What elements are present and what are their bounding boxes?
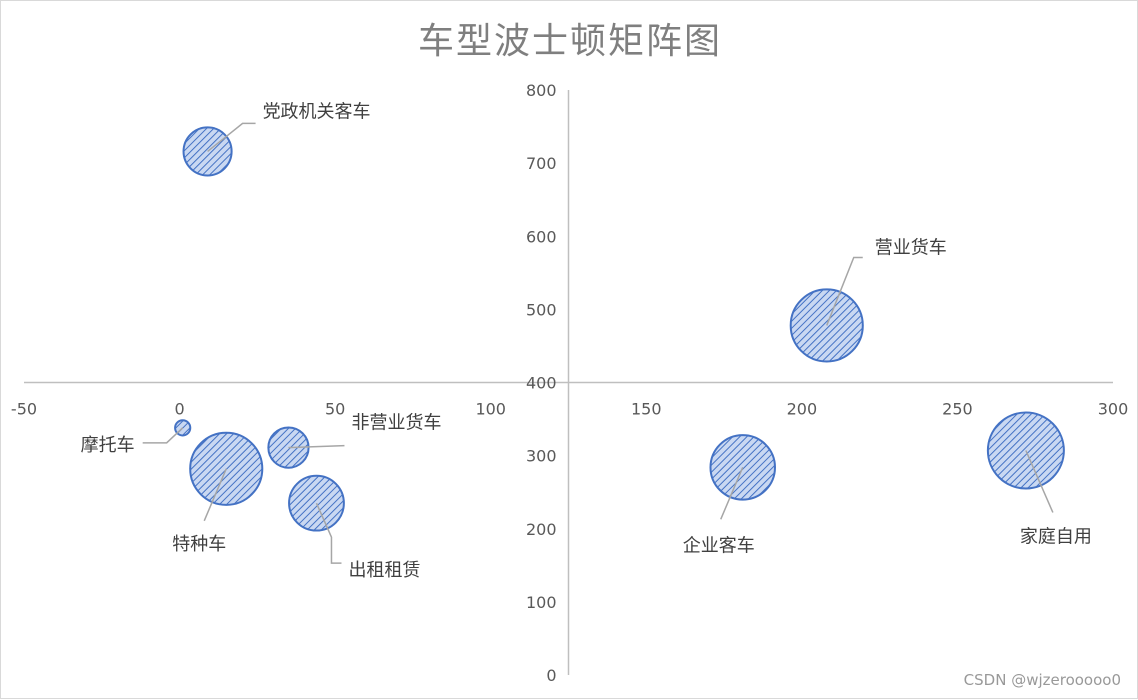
data-label: 出租租赁 <box>348 560 420 581</box>
leader-line <box>288 444 345 449</box>
y-tick-label: 300 <box>526 447 557 466</box>
x-tick-label: 0 <box>174 400 184 419</box>
y-tick-label: 100 <box>526 593 557 612</box>
data-label: 企业客车 <box>683 535 755 556</box>
chart-title: 车型波士顿矩阵图 <box>418 21 722 62</box>
data-label: 特种车 <box>172 534 226 555</box>
leader-line <box>1025 450 1054 513</box>
x-tick-label: -50 <box>11 400 37 419</box>
leader-line <box>203 468 227 522</box>
leader-line <box>142 427 184 444</box>
data-label: 非营业货车 <box>351 413 441 434</box>
x-tick-label: 200 <box>787 400 818 419</box>
y-tick-label: 800 <box>526 81 557 100</box>
x-tick-label: 150 <box>631 400 662 419</box>
y-tick-label: 400 <box>526 374 557 393</box>
x-tick-label: 50 <box>325 400 345 419</box>
y-tick-labels: 0 100 200 300 400 500 600 700 800 <box>526 81 557 685</box>
data-label: 家庭自用 <box>1020 527 1092 548</box>
y-tick-label: 500 <box>526 300 557 319</box>
x-tick-label: 300 <box>1098 400 1129 419</box>
bubbles <box>174 126 1065 532</box>
leader-line <box>826 256 863 326</box>
axes <box>24 90 1113 675</box>
bubble-point <box>189 431 264 506</box>
x-tick-label: 100 <box>475 400 506 419</box>
x-tick-labels: -50 0 50 100 150 200 250 300 <box>11 400 1128 419</box>
y-tick-label: 700 <box>526 154 557 173</box>
watermark: CSDN @wjzerooooo0 <box>964 671 1121 689</box>
y-tick-label: 600 <box>526 227 557 246</box>
bubble-point <box>789 288 864 363</box>
data-label: 党政机关客车 <box>263 101 371 122</box>
x-tick-label: 250 <box>942 400 973 419</box>
leader-line <box>207 122 256 153</box>
leader-line <box>720 467 744 520</box>
y-tick-label: 200 <box>526 520 557 539</box>
leader-line <box>315 502 342 564</box>
y-tick-label: 0 <box>546 666 556 685</box>
data-label: 摩托车 <box>81 435 135 456</box>
data-label: 营业货车 <box>875 237 947 258</box>
leader-lines <box>142 122 1054 564</box>
